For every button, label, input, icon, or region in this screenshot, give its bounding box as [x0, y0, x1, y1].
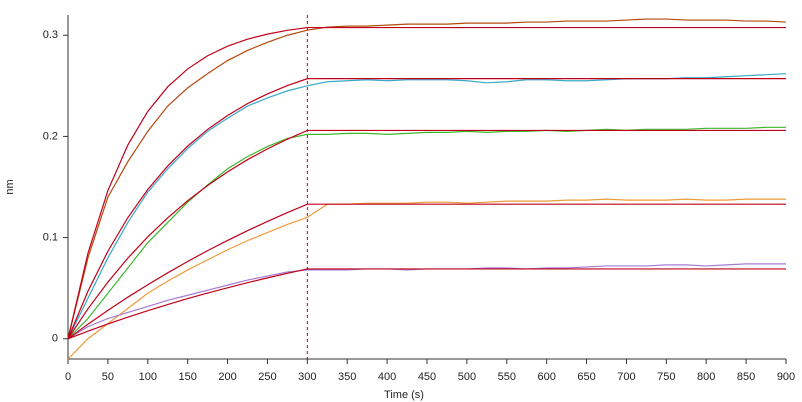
- x-tick-label: 300: [298, 371, 316, 383]
- x-tick-label: 900: [777, 371, 795, 383]
- x-tick-label: 400: [378, 371, 396, 383]
- x-tick-label: 800: [697, 371, 715, 383]
- series-line: [67, 78, 786, 339]
- y-tick-label: 0.3: [43, 29, 58, 41]
- x-tick-label: 500: [458, 371, 476, 383]
- x-tick-label: 350: [338, 371, 356, 383]
- series-line: [67, 263, 786, 340]
- y-tick-label: 0.2: [43, 130, 58, 142]
- x-axis-label: Time (s): [384, 389, 424, 401]
- series-line: [67, 73, 787, 340]
- series-line: [67, 203, 786, 340]
- x-tick-label: 550: [498, 371, 516, 383]
- series-line: [67, 26, 786, 339]
- x-tick-label: 850: [737, 371, 755, 383]
- x-tick-label: 100: [139, 371, 157, 383]
- y-axis-label: nm: [4, 179, 16, 194]
- series-line: [67, 18, 787, 339]
- x-tick-label: 200: [218, 371, 236, 383]
- series-line: [67, 268, 786, 340]
- x-tick-label: 450: [418, 371, 436, 383]
- x-tick-label: 600: [537, 371, 555, 383]
- x-tick-label: 150: [178, 371, 196, 383]
- series-line: [67, 198, 786, 360]
- x-tick-label: 700: [617, 371, 635, 383]
- y-tick-label: 0: [52, 333, 58, 345]
- series-line: [67, 129, 786, 340]
- x-tick-label: 650: [577, 371, 595, 383]
- x-tick-label: 0: [65, 371, 71, 383]
- x-tick-label: 250: [258, 371, 276, 383]
- series-line: [67, 126, 786, 340]
- x-tick-label: 50: [102, 371, 114, 383]
- y-tick-label: 0.1: [43, 231, 58, 243]
- x-tick-label: 750: [657, 371, 675, 383]
